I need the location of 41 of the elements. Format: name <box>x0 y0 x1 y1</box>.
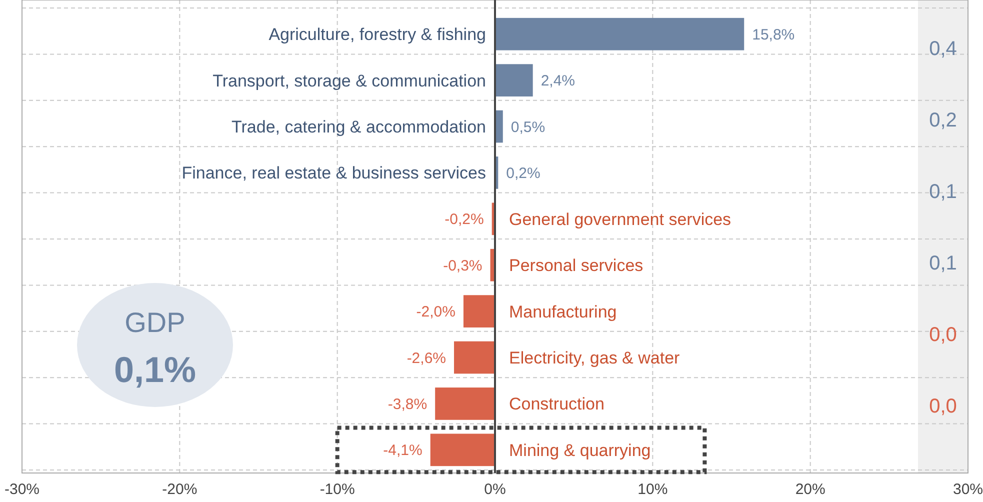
bar <box>435 388 495 420</box>
data-label: -2,0% <box>416 304 456 321</box>
y-tick-label: General government services <box>509 210 732 229</box>
annotation: 0,4 <box>929 38 957 60</box>
data-label: -3,8% <box>388 396 428 413</box>
x-tick-label: 0% <box>484 481 506 498</box>
x-tick-label: -30% <box>4 481 40 498</box>
bar <box>495 64 533 96</box>
annotation: 0,0 <box>929 396 957 418</box>
y-tick-label: Personal services <box>509 256 644 276</box>
y-tick-label: Transport, storage & communication <box>212 71 486 90</box>
annotation: 0,1 <box>929 252 957 274</box>
data-label: 0,5% <box>510 118 546 136</box>
x-tick-label: -20% <box>162 481 198 498</box>
data-label: -0,3% <box>443 257 482 274</box>
y-tick-label: Trade, catering & accommodation <box>232 117 486 136</box>
annotation: 0,2 <box>929 110 957 132</box>
bar <box>495 18 744 50</box>
data-label: -2,6% <box>406 350 446 367</box>
x-tick-label: 20% <box>795 481 826 498</box>
data-label: 15,8% <box>752 26 795 44</box>
data-label: -0,2% <box>444 211 484 228</box>
x-tick-label: -10% <box>320 481 355 498</box>
y-tick-label: Mining & quarrying <box>509 440 651 460</box>
y-tick-label: Construction <box>509 394 604 414</box>
annotation: 0,1 <box>929 181 957 203</box>
data-label: 2,4% <box>540 72 576 90</box>
bar <box>463 295 495 328</box>
y-tick-label: Manufacturing <box>509 302 617 322</box>
y-tick-label: Agriculture, forestry & fishing <box>268 25 486 44</box>
annotation: 0,1% <box>114 349 196 390</box>
annotation: GDP <box>124 307 186 338</box>
bar <box>430 434 495 466</box>
data-label: 0,2% <box>506 164 540 182</box>
y-tick-label: Finance, real estate & business services <box>182 164 486 183</box>
bar <box>454 341 495 374</box>
data-label: -4,1% <box>383 442 422 460</box>
annotation: 0,0 <box>929 324 957 346</box>
y-tick-label: Electricity, gas & water <box>509 348 680 368</box>
x-tick-label: 10% <box>638 481 668 498</box>
x-tick-label: 30% <box>952 481 983 498</box>
